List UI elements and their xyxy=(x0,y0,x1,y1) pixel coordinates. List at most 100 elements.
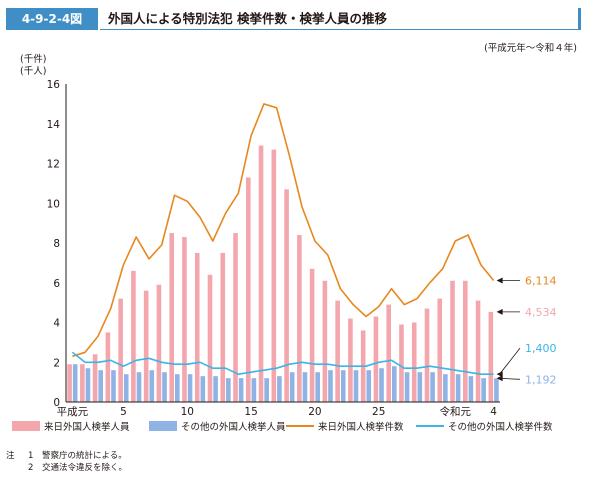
bar-other-persons xyxy=(417,372,423,402)
note-1-number: 1 xyxy=(28,451,34,461)
bar-other-persons xyxy=(494,378,499,402)
bar-other-persons xyxy=(443,374,448,402)
bar-other-persons xyxy=(366,370,372,402)
line-visitor-cases xyxy=(72,103,495,358)
bar-visitor-persons xyxy=(475,300,481,402)
bar-other-persons xyxy=(455,374,461,402)
x-tick-label: 平成元 xyxy=(57,406,89,418)
note-2: 2 交通法令違反を除く。 xyxy=(6,462,127,474)
x-tick-label: 5 xyxy=(120,406,127,418)
bar-other-persons xyxy=(468,376,474,402)
bar-visitor-persons xyxy=(207,274,213,402)
bar-visitor-persons xyxy=(348,318,353,402)
bar-other-persons xyxy=(251,378,257,402)
lines xyxy=(71,103,495,376)
end-labels: 6,114 4,534 1,400 1,192 xyxy=(496,274,557,386)
legend-label: その他の外国人検挙人員 xyxy=(181,421,286,433)
end-label-leader xyxy=(499,377,521,380)
chart: (千件) (千人) 0 2 4 6 8 10 12 14 16 平成元 5 10 15 20 25 令和元 4… xyxy=(12,53,557,433)
bar-visitor-persons xyxy=(92,354,98,402)
bar-visitor-persons xyxy=(271,149,277,402)
bar-other-persons xyxy=(111,370,116,402)
bar-visitor-persons xyxy=(284,189,289,402)
bar-other-persons xyxy=(200,376,206,402)
bar-visitor-persons xyxy=(258,145,264,403)
bar-visitor-persons xyxy=(80,364,85,402)
axes xyxy=(65,84,500,403)
bar-other-persons xyxy=(328,370,333,402)
y-tick-label: 16 xyxy=(47,79,61,91)
bar-other-persons xyxy=(404,372,410,402)
header-bar xyxy=(578,8,581,30)
bar-other-persons xyxy=(123,374,129,402)
x-tick-label: 25 xyxy=(372,406,385,418)
bar-visitor-persons xyxy=(105,332,111,402)
legend-swatch xyxy=(12,421,40,431)
note-1: 注 1 警察庁の統計による。 xyxy=(6,450,127,462)
bar-visitor-persons xyxy=(67,364,72,402)
legend-label: その他の外国人検挙件数 xyxy=(448,421,553,433)
end-label-arrow xyxy=(496,277,503,284)
legend-swatch xyxy=(149,421,177,431)
y-tick-label: 0 xyxy=(53,397,60,409)
bar-visitor-persons xyxy=(156,284,162,402)
bar-other-persons xyxy=(213,376,218,402)
x-tick-label: 4 xyxy=(490,406,497,418)
bar-other-persons xyxy=(392,366,397,402)
legend-label: 来日外国人検挙人員 xyxy=(44,421,130,433)
line-other-cases xyxy=(71,351,494,376)
y-tick-label: 4 xyxy=(53,318,60,330)
bar-other-persons xyxy=(340,370,346,402)
y-tick-label: 8 xyxy=(53,238,60,250)
bar-other-persons xyxy=(289,372,295,402)
period-label: (平成元年〜令和４年) xyxy=(484,43,577,54)
bar-other-persons xyxy=(315,372,321,402)
figure-header: 4-9-2-4図 外国人による特別法犯 検挙件数・検挙人員の推移 xyxy=(0,8,589,30)
bar-other-persons xyxy=(149,370,155,402)
header-rule xyxy=(100,29,581,30)
bar-visitor-persons xyxy=(322,280,328,402)
note-label: 注 xyxy=(6,451,15,461)
bar-other-persons xyxy=(226,378,231,402)
bar-visitor-persons xyxy=(194,252,200,402)
bar-visitor-persons xyxy=(309,268,315,402)
figure-title: 外国人による特別法犯 検挙件数・検挙人員の推移 xyxy=(108,11,387,26)
end-label: 1,400 xyxy=(525,342,557,355)
y-unit-label-1: (千件) xyxy=(20,53,46,65)
x-tick-label: 10 xyxy=(181,406,194,418)
bar-other-persons xyxy=(85,368,91,402)
bar-other-persons xyxy=(264,378,269,402)
y-tick-label: 2 xyxy=(53,357,60,369)
bar-visitor-persons xyxy=(335,300,340,402)
bar-other-persons xyxy=(187,374,193,402)
x-tick-label: 20 xyxy=(308,406,321,418)
bars xyxy=(67,145,499,403)
x-tick-label: 15 xyxy=(244,406,257,418)
bar-visitor-persons xyxy=(245,177,251,402)
x-tick-label: 令和元 xyxy=(440,405,472,418)
bar-visitor-persons xyxy=(437,298,443,402)
y-unit-label-2: (千人) xyxy=(20,66,46,77)
figure-number: 4-9-2-4図 xyxy=(6,8,98,30)
bar-visitor-persons xyxy=(462,280,468,402)
note-2-number: 2 xyxy=(28,463,34,473)
bar-visitor-persons xyxy=(297,235,302,402)
bar-visitor-persons xyxy=(143,290,149,402)
note-2-text: 交通法令違反を除く。 xyxy=(42,463,128,473)
bar-visitor-persons xyxy=(386,304,391,402)
bar-visitor-persons xyxy=(233,233,238,402)
bar-other-persons xyxy=(136,372,142,402)
bar-visitor-persons xyxy=(182,237,187,402)
end-label: 1,192 xyxy=(525,373,557,386)
notes: 注 1 警察庁の統計による。 2 交通法令違反を除く。 xyxy=(6,450,127,474)
x-axis: 平成元 5 10 15 20 25 令和元 4 xyxy=(57,405,498,418)
bar-visitor-persons xyxy=(411,322,417,402)
bar-other-persons xyxy=(277,376,282,402)
legend-label: 来日外国人検挙件数 xyxy=(318,421,404,433)
y-tick-label: 10 xyxy=(47,198,60,210)
end-label: 6,114 xyxy=(525,274,557,287)
bar-other-persons xyxy=(72,364,78,402)
legend: 来日外国人検挙人員 その他の外国人検挙人員 来日外国人検挙件数 その他の外国人検挙件数 xyxy=(12,421,553,433)
bar-other-persons xyxy=(302,372,308,402)
bar-visitor-persons xyxy=(373,316,379,402)
